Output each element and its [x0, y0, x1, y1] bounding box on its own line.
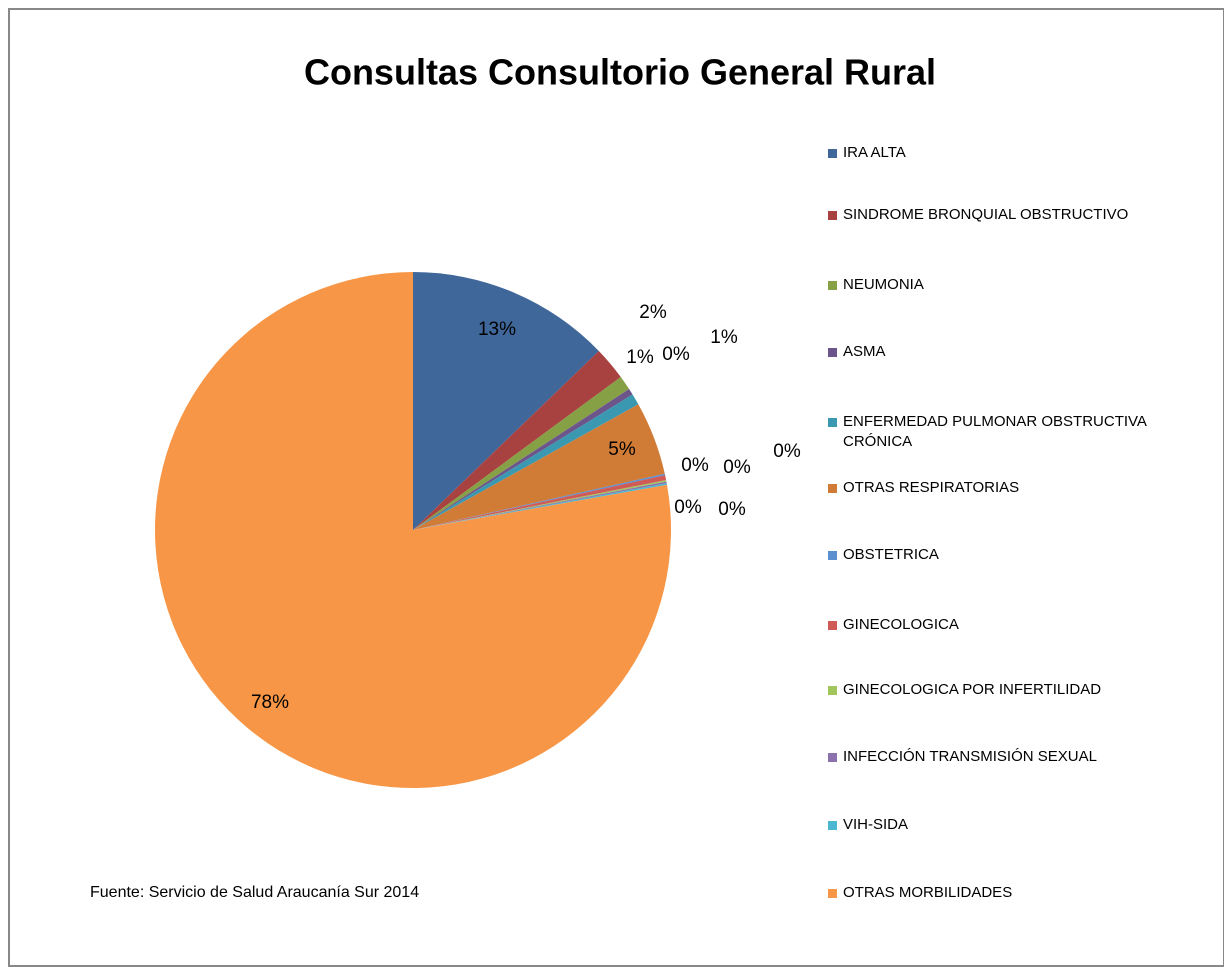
legend-swatch [828, 753, 837, 762]
data-label: 2% [639, 302, 667, 323]
pie-slice [413, 481, 667, 530]
pie-slice [413, 389, 633, 530]
legend-label: GINECOLOGICA [843, 616, 959, 633]
legend-entry: OTRAS MORBILIDADES [828, 883, 1208, 903]
legend-entry: NEUMONIA [828, 275, 1208, 295]
legend-entry: SINDROME BRONQUIAL OBSTRUCTIVO [828, 205, 1208, 225]
legend-entry: ENFERMEDAD PULMONAR OBSTRUCTIVA CRÓNICA [828, 412, 1208, 452]
pie-slice [413, 404, 665, 530]
data-label: 5% [608, 439, 636, 460]
legend-entry: GINECOLOGICA POR INFERTILIDAD [828, 680, 1208, 700]
pie-slice [413, 377, 630, 530]
data-label: 0% [773, 441, 801, 462]
data-label: 0% [662, 344, 690, 365]
legend-entry: IRA ALTA [828, 143, 1208, 163]
legend-swatch [828, 281, 837, 290]
legend-swatch [828, 149, 837, 158]
legend-label: IRA ALTA [843, 144, 906, 161]
legend-swatch [828, 348, 837, 357]
legend-swatch [828, 484, 837, 493]
data-label: 0% [674, 497, 702, 518]
legend-label: SINDROME BRONQUIAL OBSTRUCTIVO [843, 206, 1129, 223]
legend-label: ASMA [843, 343, 886, 360]
legend-entry: GINECOLOGICA [828, 615, 1208, 635]
legend-swatch [828, 211, 837, 220]
data-label: 0% [681, 455, 709, 476]
legend-label: OTRAS RESPIRATORIAS [843, 479, 1020, 496]
pie-slice [413, 483, 668, 530]
legend-swatch [828, 821, 837, 830]
legend-entry: INFECCIÓN TRANSMISIÓN SEXUAL [828, 747, 1208, 767]
pie-slice [413, 351, 621, 530]
pie-slice [413, 272, 599, 530]
legend-swatch [828, 889, 837, 898]
pie-slice [413, 473, 666, 530]
legend-entry: OTRAS RESPIRATORIAS [828, 478, 1208, 498]
legend-label: ENFERMEDAD PULMONAR OBSTRUCTIVA CRÓNICA [843, 413, 1147, 450]
data-label: 1% [626, 347, 654, 368]
data-label: 0% [718, 499, 746, 520]
data-label: 78% [251, 692, 289, 713]
legend-label: VIH-SIDA [843, 816, 909, 833]
legend-label: OBSTETRICA [843, 546, 939, 563]
legend-label: NEUMONIA [843, 276, 924, 293]
legend-entry: OBSTETRICA [828, 545, 1208, 565]
pie-slice [155, 272, 671, 788]
legend-swatch [828, 418, 837, 427]
chart-title: Consultas Consultorio General Rural [304, 52, 936, 93]
data-label: 13% [478, 319, 516, 340]
data-label: 1% [710, 327, 738, 348]
pie-slice [413, 480, 667, 530]
legend-swatch [828, 686, 837, 695]
legend-swatch [828, 621, 837, 630]
source-note: Fuente: Servicio de Salud Araucanía Sur … [90, 884, 419, 901]
pie-slice [413, 475, 667, 530]
legend-label: INFECCIÓN TRANSMISIÓN SEXUAL [843, 748, 1097, 765]
legend-swatch [828, 551, 837, 560]
legend-entry: VIH-SIDA [828, 815, 1208, 835]
data-label: 0% [723, 457, 751, 478]
legend-label: OTRAS MORBILIDADES [843, 884, 1013, 901]
pie-slice [413, 394, 639, 530]
legend-entry: ASMA [828, 342, 1208, 362]
legend-label: GINECOLOGICA POR INFERTILIDAD [843, 681, 1102, 698]
